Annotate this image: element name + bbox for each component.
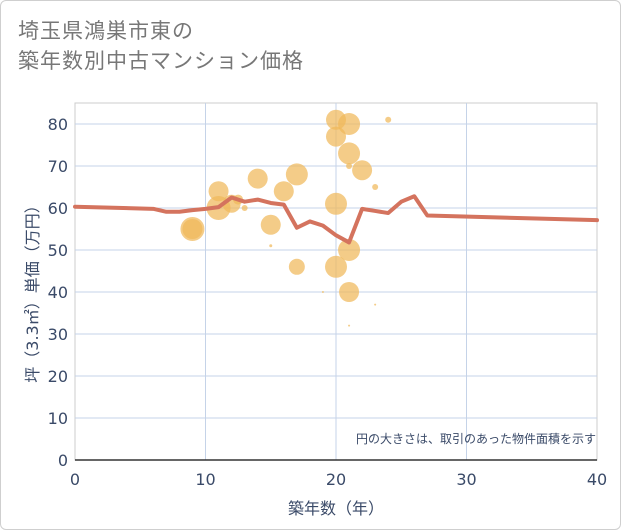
data-bubble	[374, 303, 377, 306]
chart-title-line1: 埼玉県鴻巣市東の	[18, 19, 194, 43]
y-tick-label: 60	[48, 199, 68, 218]
data-bubble	[321, 291, 324, 293]
data-bubble	[348, 324, 351, 327]
data-bubble	[325, 192, 347, 215]
y-tick-label: 0	[58, 451, 68, 470]
x-tick-label: 0	[70, 470, 80, 489]
data-bubble	[285, 163, 308, 186]
y-tick-label: 80	[48, 115, 68, 134]
data-bubble	[346, 163, 353, 169]
data-bubble	[326, 126, 346, 147]
y-tick-label: 30	[48, 325, 68, 344]
y-tick-label: 70	[48, 157, 68, 176]
x-axis-label: 築年数（年）	[288, 499, 384, 518]
data-bubble	[247, 168, 268, 189]
chart-title-line2: 築年数別中古マンション価格	[18, 49, 304, 73]
data-bubble	[339, 282, 360, 302]
y-tick-label: 50	[48, 241, 68, 260]
data-bubble	[182, 219, 203, 239]
data-bubble	[269, 244, 273, 248]
data-bubble	[338, 142, 361, 165]
bubbles	[180, 109, 392, 327]
y-tick-label: 10	[48, 409, 68, 428]
x-tick-label: 20	[326, 470, 346, 489]
chart-title: 埼玉県鴻巣市東の 築年数別中古マンション価格	[18, 16, 304, 76]
data-bubble	[338, 113, 361, 135]
x-tick-label: 40	[587, 470, 607, 489]
x-tick-label: 30	[456, 470, 476, 489]
y-axis-label: 坪（3.3㎡）単価（万円）	[23, 197, 42, 382]
trend-line	[73, 194, 599, 245]
data-bubble	[325, 255, 347, 278]
data-bubble	[385, 116, 392, 123]
grid	[75, 103, 597, 461]
data-bubble	[241, 205, 248, 211]
y-tick-label: 40	[48, 283, 68, 302]
y-tick-label: 20	[48, 367, 68, 386]
axis-ticks: 0 10 20 30 40 0 10 20 30 40 50 60 70 80	[48, 115, 608, 489]
data-bubble	[273, 181, 294, 202]
data-bubble	[208, 181, 229, 202]
data-bubble	[260, 214, 281, 235]
trend-line-group	[73, 194, 599, 245]
data-bubble	[372, 184, 379, 190]
data-bubble	[288, 258, 305, 275]
size-annotation: 円の大きさは、取引のあった物件面積を示す	[356, 431, 596, 446]
data-bubble	[338, 239, 361, 261]
data-bubble	[352, 160, 373, 181]
x-tick-label: 10	[195, 470, 215, 489]
